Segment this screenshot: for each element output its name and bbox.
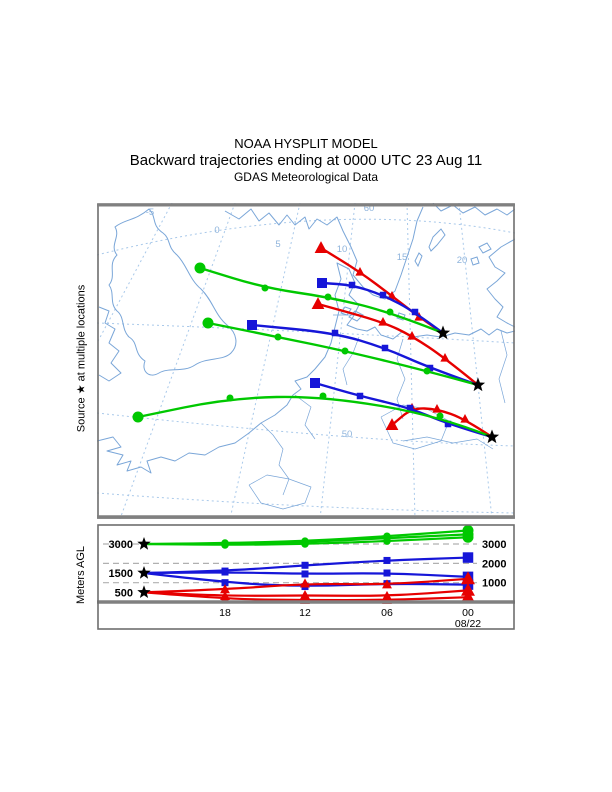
profile-frame (97, 524, 515, 630)
svg-text:18: 18 (219, 607, 231, 619)
graticule-labels: -5 0 5 10 15 20 60 50 (146, 203, 468, 440)
altitude-gridlines (103, 543, 477, 584)
svg-text:50: 50 (342, 429, 353, 440)
svg-text:3000: 3000 (109, 539, 133, 551)
source-star-markers (435, 325, 500, 444)
profile-series-path (142, 571, 470, 578)
profile-series-path (142, 556, 470, 575)
profile-series-path (142, 591, 470, 602)
height-profile-panel: 3000 1500 500 3000 2000 1000 18 12 06 00 08/22 (97, 524, 515, 630)
map-trajectories (132, 241, 494, 439)
map-frame (97, 203, 515, 519)
svg-text:2000: 2000 (482, 558, 506, 570)
profile-series-path (142, 577, 470, 594)
profile-series-path (142, 536, 470, 546)
figure-title: Backward trajectories ending at 0000 UTC… (129, 152, 483, 169)
svg-text:08/22: 08/22 (455, 618, 481, 630)
profile-star-markers (137, 537, 151, 598)
model-title: NOAA HYSPLIT MODEL (234, 136, 378, 151)
svg-text:1500: 1500 (109, 568, 133, 580)
profile-series-path (142, 589, 470, 597)
svg-text:0: 0 (214, 225, 219, 236)
title-block: NOAA HYSPLIT MODEL Backward trajectories… (0, 136, 612, 185)
svg-text:60: 60 (364, 203, 375, 214)
svg-text:12: 12 (299, 607, 311, 619)
svg-text:1000: 1000 (482, 578, 506, 590)
svg-text:15: 15 (397, 252, 408, 263)
svg-text:5: 5 (275, 239, 280, 250)
svg-text:500: 500 (115, 587, 133, 599)
trajectory-path (250, 323, 480, 387)
map-graticule (97, 203, 515, 519)
svg-text:00: 00 (462, 607, 474, 619)
altitude-series (142, 524, 475, 604)
svg-text:10: 10 (337, 244, 348, 255)
svg-text:-5: -5 (146, 207, 154, 218)
svg-text:06: 06 (381, 607, 393, 619)
trajectory-map: -5 0 5 10 15 20 60 50 (97, 203, 515, 519)
coastlines (97, 203, 515, 474)
svg-text:3000: 3000 (482, 539, 506, 551)
trajectory-path (198, 266, 445, 335)
svg-text:20: 20 (457, 255, 468, 266)
trajectory-map-panel: -5 0 5 10 15 20 60 50 (97, 203, 515, 519)
met-data-subtitle: GDAS Meteorological Data (233, 170, 379, 184)
country-borders (248, 314, 508, 510)
meters-agl-label: Meters AGL (75, 545, 87, 605)
